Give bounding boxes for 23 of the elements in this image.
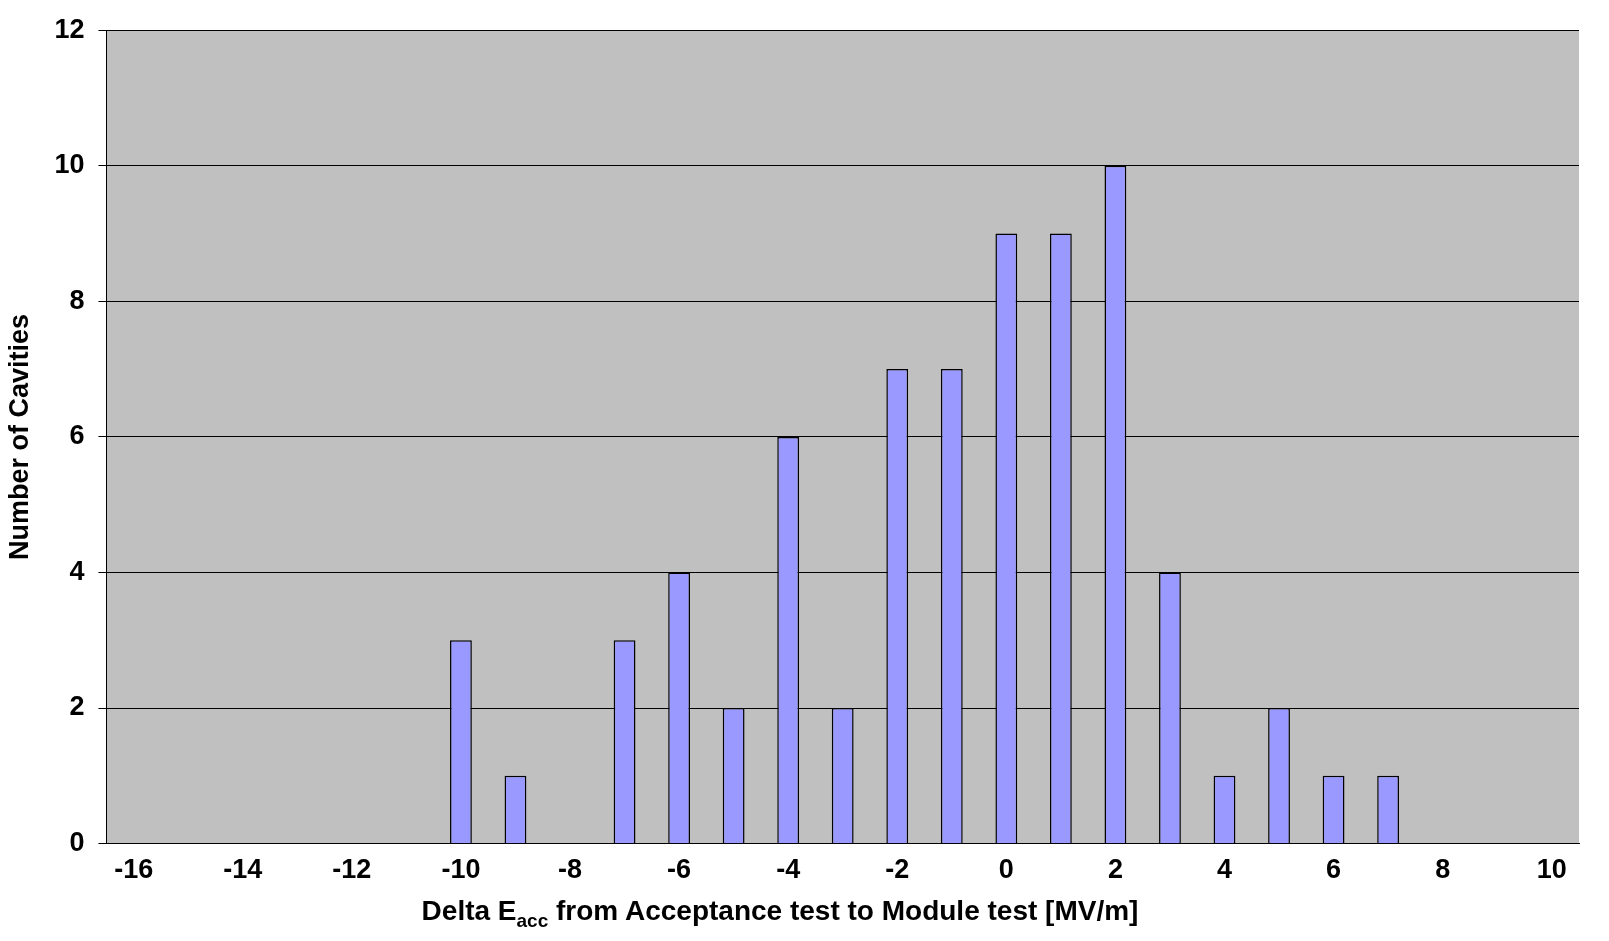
y-tick-label: 12 — [54, 13, 85, 44]
y-tick-label: 10 — [54, 149, 85, 180]
x-tick-label: 4 — [1216, 854, 1233, 885]
x-tick-label: -14 — [223, 854, 263, 885]
x-axis-title: Delta E$_{acc}$ from Acceptance test to Module test [MV/m] — [420, 895, 1140, 932]
x-tick-label: -16 — [114, 854, 154, 885]
y-tick-label: 0 — [69, 827, 85, 858]
x-tick-label: -4 — [776, 854, 801, 885]
y-tick-label: 2 — [69, 691, 85, 722]
x-tick-label: 0 — [998, 854, 1014, 885]
y-tick-label: 6 — [69, 420, 85, 451]
x-tick-label: -10 — [441, 854, 481, 885]
x-tick-label: -2 — [885, 854, 910, 885]
x-tick-label: -6 — [667, 854, 692, 885]
x-tick-label: 8 — [1435, 854, 1451, 885]
y-tick-label: 4 — [69, 555, 85, 586]
x-tick-label: 6 — [1326, 854, 1342, 885]
x-tick-label: -8 — [558, 854, 583, 885]
x-tick-label: -12 — [332, 854, 372, 885]
y-axis-title: Number of Cavities — [3, 313, 34, 560]
x-tick-label: 10 — [1536, 854, 1567, 885]
y-tick-label: 8 — [69, 284, 85, 315]
x-tick-label: 2 — [1107, 854, 1123, 885]
